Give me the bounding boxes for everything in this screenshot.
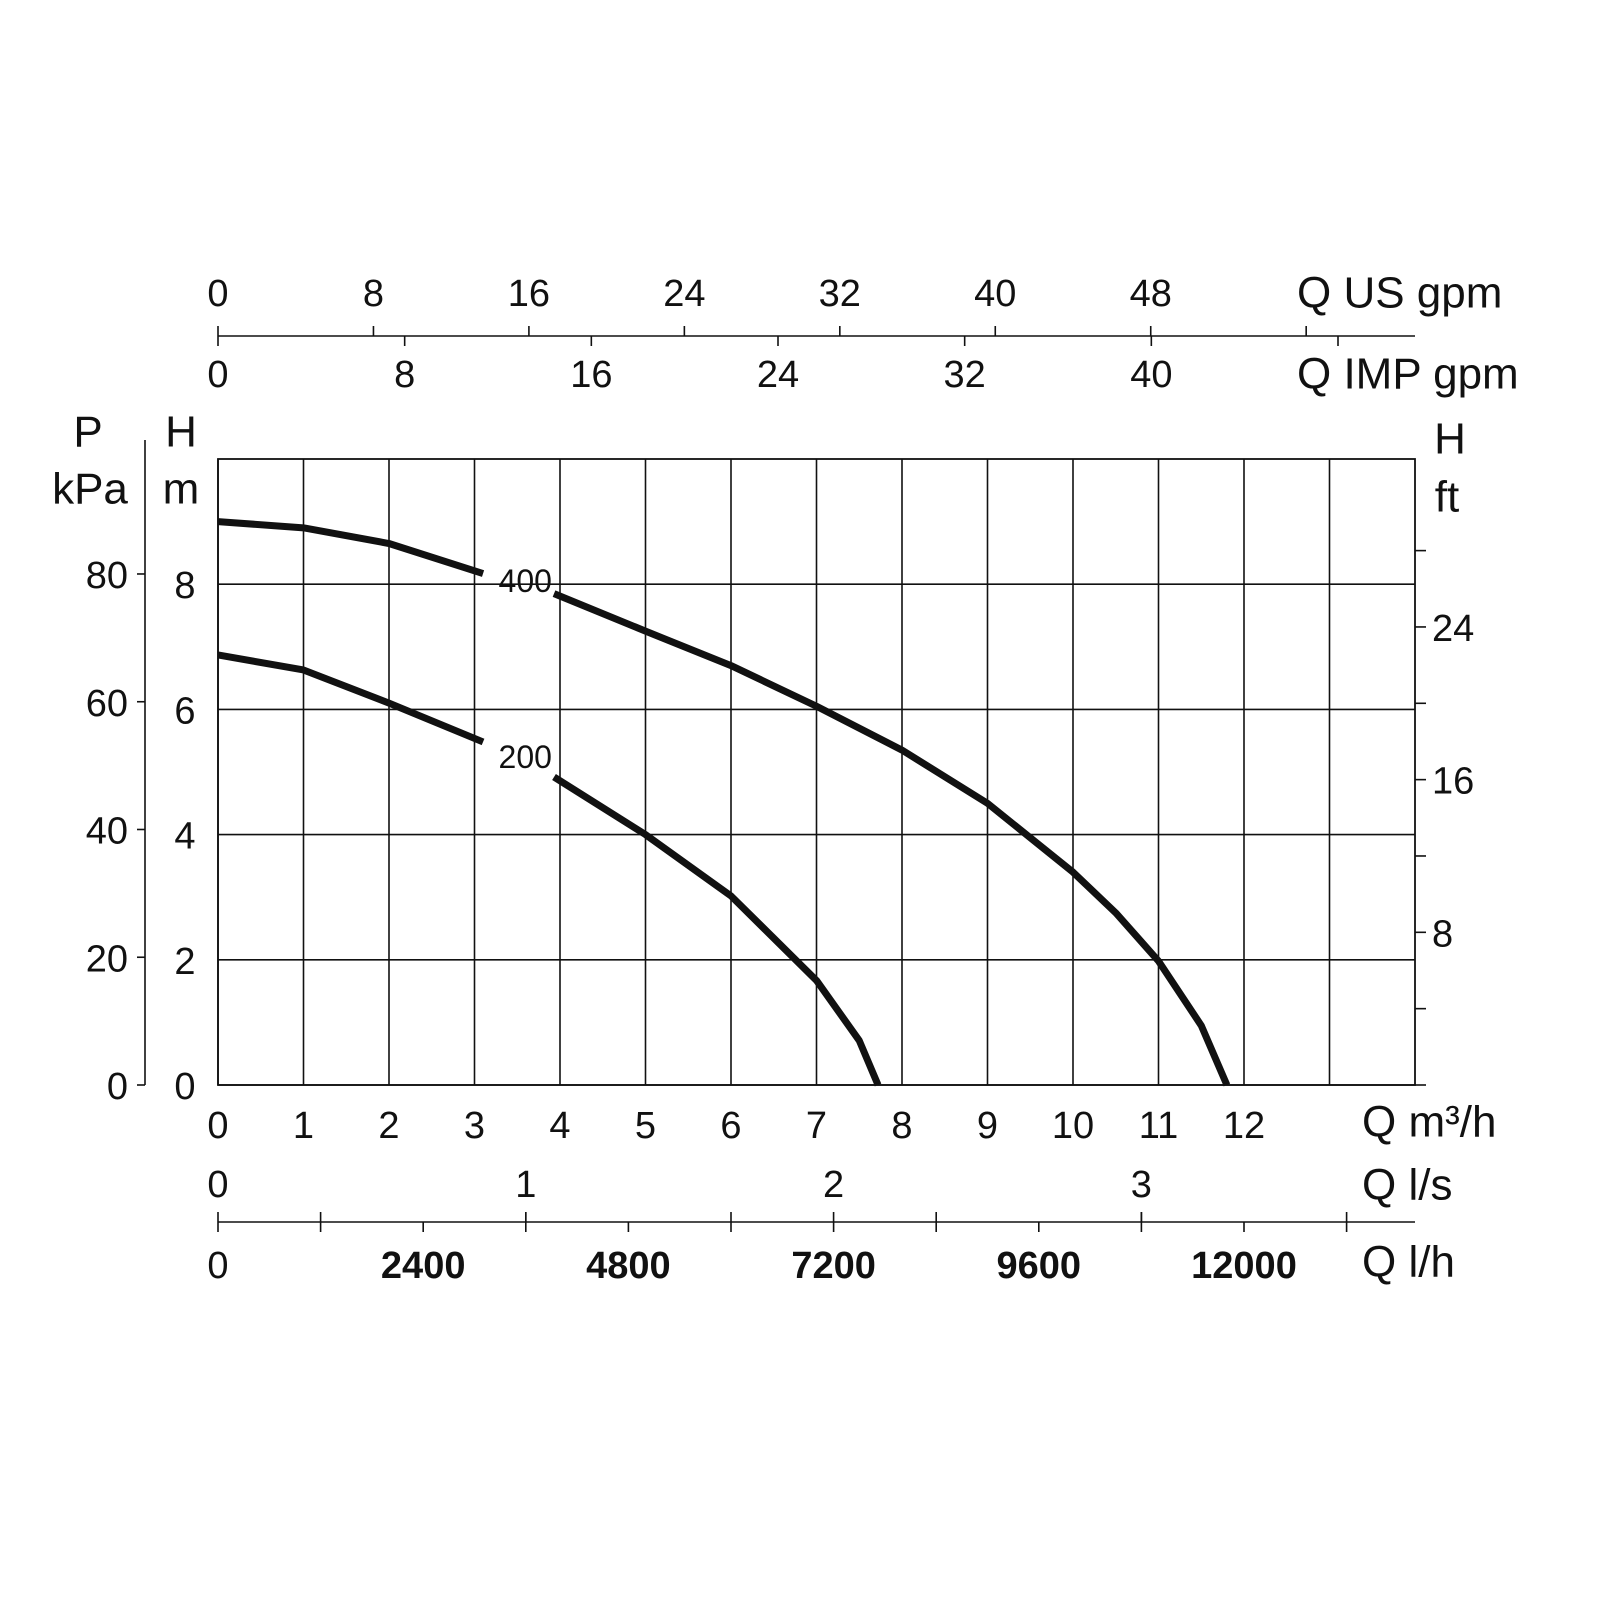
bottom-tick-label: 2 bbox=[823, 1164, 844, 1206]
bottom-tick-label: 1 bbox=[515, 1164, 536, 1206]
top-tick-label: 48 bbox=[1130, 273, 1172, 315]
y3-label: H bbox=[1434, 415, 1466, 464]
x-tick-label: 10 bbox=[1052, 1105, 1094, 1147]
x-tick-label: 12 bbox=[1223, 1105, 1265, 1147]
y2-tick-label: 20 bbox=[86, 938, 128, 980]
top-tick-label: 24 bbox=[757, 354, 799, 396]
top-tick-label: 16 bbox=[570, 354, 612, 396]
y3-tick-label: 16 bbox=[1432, 761, 1474, 803]
y-tick-label: 2 bbox=[174, 941, 195, 983]
top-tick-label: 24 bbox=[663, 273, 705, 315]
top-tick-label: 16 bbox=[508, 273, 550, 315]
y2-tick-label: 0 bbox=[107, 1066, 128, 1108]
x-axis-label: Q m³/h bbox=[1362, 1098, 1496, 1147]
bottom-tick-label: 0 bbox=[207, 1245, 228, 1287]
x-tick-label: 11 bbox=[1139, 1105, 1178, 1147]
bottom-tick-label: 12000 bbox=[1191, 1245, 1297, 1287]
y2-label: P bbox=[73, 408, 102, 457]
bottom-tick-label: 7200 bbox=[791, 1245, 876, 1287]
curve-label: 200 bbox=[499, 739, 552, 775]
y-label: H bbox=[165, 408, 197, 457]
pump-curve bbox=[217, 518, 1231, 1087]
bottom-tick-label: 2400 bbox=[381, 1245, 466, 1287]
bottom-tick-label: 9600 bbox=[997, 1245, 1082, 1287]
y-tick-label: 8 bbox=[174, 565, 195, 607]
y3-tick-label: 8 bbox=[1432, 913, 1453, 955]
imp-gpm-label: Q IMP gpm bbox=[1297, 350, 1519, 399]
x-tick-label: 4 bbox=[549, 1105, 570, 1147]
y-tick-label: 4 bbox=[174, 816, 195, 858]
lh-axis-label: Q l/h bbox=[1362, 1238, 1455, 1287]
pump-curve bbox=[217, 651, 882, 1087]
top-tick-label: 40 bbox=[1130, 354, 1172, 396]
y2-tick-label: 40 bbox=[86, 811, 128, 853]
ls-axis-label: Q l/s bbox=[1362, 1161, 1452, 1210]
top-tick-label: 8 bbox=[363, 273, 384, 315]
x-tick-label: 3 bbox=[464, 1105, 485, 1147]
top-tick-label: 8 bbox=[394, 354, 415, 396]
y-tick-label: 0 bbox=[174, 1066, 195, 1108]
y2-tick-label: 80 bbox=[86, 555, 128, 597]
y2-tick-label: 60 bbox=[86, 683, 128, 725]
x-tick-label: 2 bbox=[378, 1105, 399, 1147]
x-tick-label: 1 bbox=[293, 1105, 314, 1147]
x-tick-label: 0 bbox=[207, 1105, 228, 1147]
x-tick-label: 6 bbox=[720, 1105, 741, 1147]
y3-tick-label: 24 bbox=[1432, 608, 1474, 650]
y-unit: m bbox=[163, 465, 200, 514]
x-tick-label: 5 bbox=[635, 1105, 656, 1147]
y2-unit: kPa bbox=[52, 465, 128, 514]
top-tick-label: 40 bbox=[974, 273, 1016, 315]
x-tick-label: 8 bbox=[891, 1105, 912, 1147]
curve-label: 400 bbox=[499, 563, 552, 599]
bottom-tick-label: 0 bbox=[207, 1164, 228, 1206]
top-tick-label: 0 bbox=[207, 354, 228, 396]
x-tick-label: 7 bbox=[806, 1105, 827, 1147]
us-gpm-label: Q US gpm bbox=[1297, 269, 1502, 318]
top-tick-label: 32 bbox=[944, 354, 986, 396]
y-tick-label: 6 bbox=[174, 690, 195, 732]
top-tick-label: 32 bbox=[819, 273, 861, 315]
top-tick-label: 0 bbox=[207, 273, 228, 315]
bottom-tick-label: 3 bbox=[1131, 1164, 1152, 1206]
y3-unit: ft bbox=[1435, 473, 1459, 522]
x-tick-label: 9 bbox=[977, 1105, 998, 1147]
bottom-tick-label: 4800 bbox=[586, 1245, 671, 1287]
